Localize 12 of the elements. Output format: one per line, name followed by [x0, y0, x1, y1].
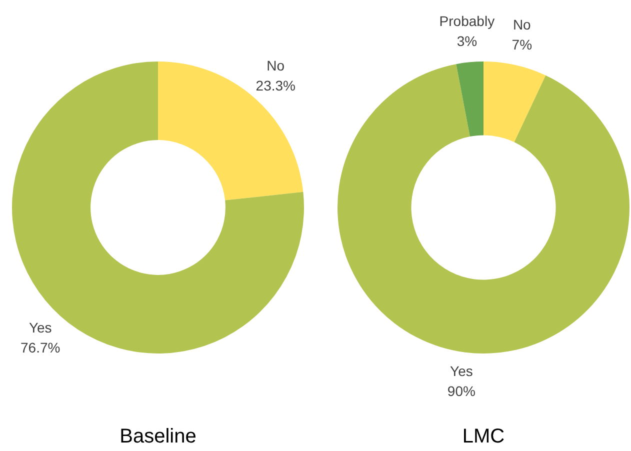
data-label: 7%: [512, 36, 532, 53]
slice-label: No: [266, 57, 285, 74]
data-label: 3%: [456, 33, 478, 50]
text: LMC: [462, 426, 505, 448]
data-label: 23.3%: [256, 77, 296, 94]
slice-label: Yes: [450, 362, 473, 379]
slice-label: No: [512, 16, 532, 33]
data-label: 76.7%: [20, 339, 60, 356]
slice-label: Yes: [28, 319, 52, 336]
text: Baseline: [120, 426, 196, 448]
data-label: 90%: [447, 382, 476, 399]
slice-label: Probably: [439, 13, 495, 30]
